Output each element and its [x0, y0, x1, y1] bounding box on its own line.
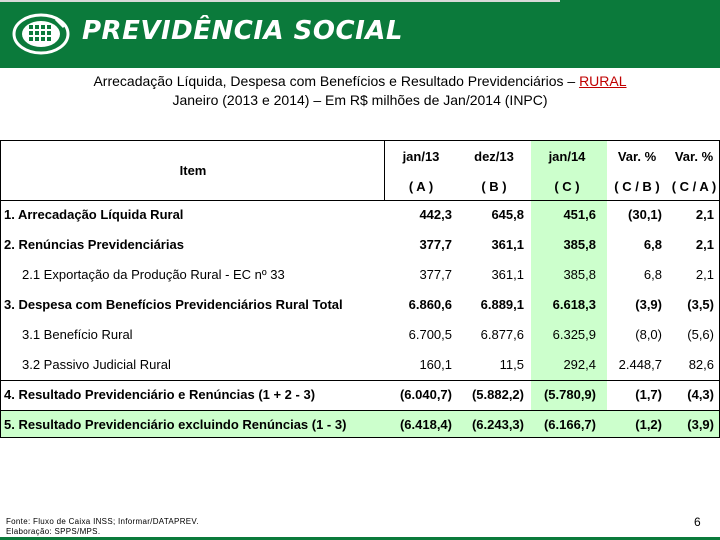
row-3-val-5: (3,5) [687, 297, 714, 312]
row-3-val-3: 6.618,3 [552, 297, 596, 312]
row-3-val-2: 6.889,1 [480, 297, 524, 312]
header-col-3-label: jan/14 [548, 149, 586, 164]
row-5-val-4: (1,2) [635, 417, 662, 432]
row-4-val-1: (6.040,7) [399, 387, 452, 402]
row-3-2-val-3: 292,4 [563, 357, 596, 372]
row-4-val-3: (5.780,9) [543, 387, 596, 402]
row-5-val-5: (3,9) [687, 417, 714, 432]
row-3-1-val-3: 6.325,9 [552, 327, 596, 342]
row-3-1-val-4: (8,0) [635, 327, 662, 342]
row-1-val-3: 451,6 [563, 207, 596, 222]
title-rural-highlight: RURAL [579, 73, 627, 89]
header-col-1-sub: ( A ) [408, 179, 434, 194]
row-3-val-1: 6.860,6 [408, 297, 452, 312]
page-number: 6 [694, 515, 701, 529]
row-2-1-val-3: 385,8 [563, 267, 596, 282]
page-title: Arrecadação Líquida, Despesa com Benefíc… [0, 72, 720, 110]
highlight-column-jan14 [531, 140, 607, 438]
row-3-2-val-1: 160,1 [419, 357, 452, 372]
row-3-2-val-2: 11,5 [499, 357, 524, 372]
brand-title: PREVIDÊNCIA SOCIAL [82, 16, 403, 46]
row-divider-5 [0, 410, 720, 411]
row-3-2-val-4: 2.448,7 [618, 357, 662, 372]
footer-source-line: Fonte: Fluxo de Caixa INSS; Informar/DAT… [6, 517, 199, 526]
row-2-1-val-1: 377,7 [419, 267, 452, 282]
row-4-item: 4. Resultado Previdenciário e Renúncias … [4, 387, 316, 402]
header-col-4-label: Var. % [617, 149, 657, 164]
header-col-5-label: Var. % [674, 149, 714, 164]
title-line-2: Janeiro (2013 e 2014) – Em R$ milhões de… [172, 92, 548, 108]
footer-prepared-line: Elaboração: SPPS/MPS. [6, 527, 101, 536]
row-3-2-val-5: 82,6 [688, 357, 714, 372]
table-border-left [0, 140, 1, 438]
row-3-1-item: 3.1 Benefício Rural [22, 327, 133, 342]
row-3-1-val-5: (5,6) [687, 327, 714, 342]
row-3-val-4: (3,9) [635, 297, 662, 312]
row-2-1-val-4: 6,8 [643, 267, 662, 282]
header-col-4-sub: ( C / B ) [614, 179, 660, 194]
row-2-1-item: 2.1 Exportação da Produção Rural - EC nº… [22, 267, 285, 282]
header-top-line [0, 0, 560, 2]
row-2-val-5: 2,1 [695, 237, 714, 252]
title-line-1: Arrecadação Líquida, Despesa com Benefíc… [0, 72, 720, 91]
row-1-val-1: 442,3 [419, 207, 452, 222]
row-2-1-val-2: 361,1 [491, 267, 524, 282]
header-col-2-label: dez/13 [474, 149, 514, 164]
table-border-top [0, 140, 720, 141]
header-col-3-sub: ( C ) [554, 179, 580, 194]
row-5-val-3: (6.166,7) [543, 417, 596, 432]
header-item: Item [179, 163, 207, 178]
row-2-val-1: 377,7 [419, 237, 452, 252]
row-1-val-2: 645,8 [491, 207, 524, 222]
row-1-val-5: 2,1 [695, 207, 714, 222]
previdencia-logo-icon [12, 13, 70, 55]
row-4-val-4: (1,7) [635, 387, 662, 402]
table-header-divider [0, 200, 720, 201]
row-2-1-val-5: 2,1 [695, 267, 714, 282]
header-col-1-label: jan/13 [402, 149, 440, 164]
row-3-1-val-2: 6.877,6 [480, 327, 524, 342]
row-3-item: 3. Despesa com Benefícios Previdenciário… [4, 297, 343, 312]
footer-source: Fonte: Fluxo de Caixa INSS; Informar/DAT… [6, 517, 199, 537]
row-2-val-4: 6,8 [643, 237, 662, 252]
row-2-val-3: 385,8 [563, 237, 596, 252]
highlight-row-5 [0, 410, 720, 438]
row-2-val-2: 361,1 [491, 237, 524, 252]
header-col-5-sub: ( C / A ) [671, 179, 717, 194]
row-5-val-2: (6.243,3) [471, 417, 524, 432]
table-border-bottom [0, 437, 720, 438]
row-1-val-4: (30,1) [628, 207, 662, 222]
header-col-2-sub: ( B ) [481, 179, 507, 194]
row-3-1-val-1: 6.700,5 [408, 327, 452, 342]
bottom-bar [0, 537, 720, 540]
row-4-val-5: (4,3) [687, 387, 714, 402]
row-1-item: 1. Arrecadação Líquida Rural [4, 207, 184, 222]
title-line-1-prefix: Arrecadação Líquida, Despesa com Benefíc… [93, 73, 580, 89]
row-5-val-1: (6.418,4) [399, 417, 452, 432]
header-bar: PREVIDÊNCIA SOCIAL [0, 0, 720, 68]
row-5-item: 5. Resultado Previdenciário excluindo Re… [4, 417, 347, 432]
row-4-val-2: (5.882,2) [471, 387, 524, 402]
row-2-item: 2. Renúncias Previdenciárias [4, 237, 184, 252]
data-table: Item jan/13 ( A ) dez/13 ( B ) jan/14 ( … [0, 140, 720, 438]
header-column-divider [384, 140, 385, 200]
row-divider-4 [0, 380, 720, 381]
row-3-2-item: 3.2 Passivo Judicial Rural [22, 357, 171, 372]
